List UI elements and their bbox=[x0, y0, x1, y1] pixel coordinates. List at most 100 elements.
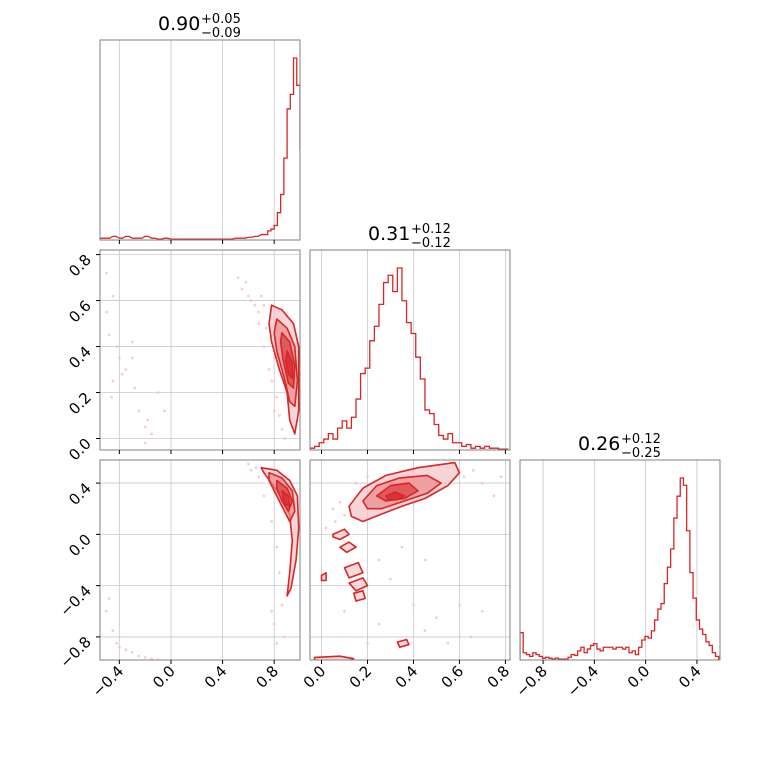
scatter-point bbox=[124, 368, 128, 371]
scatter-point bbox=[105, 310, 108, 314]
histogram-bin bbox=[597, 649, 600, 660]
scatter-point bbox=[249, 468, 253, 472]
histogram-bin bbox=[347, 428, 352, 450]
histogram-bin bbox=[635, 655, 638, 660]
histogram-bin bbox=[287, 109, 290, 240]
scatter-point bbox=[137, 409, 141, 413]
contour-island bbox=[343, 561, 364, 579]
title-param-0: 0.90 +0.05 −0.09 bbox=[158, 12, 241, 41]
scatter-point bbox=[110, 395, 114, 399]
x-tick-label: 0.6 bbox=[438, 662, 468, 692]
histogram-bin bbox=[642, 640, 645, 660]
scatter-point bbox=[111, 294, 115, 298]
scatter-point bbox=[272, 356, 276, 360]
histogram-bin bbox=[351, 417, 356, 450]
histogram-bin bbox=[443, 439, 448, 450]
histogram-bin bbox=[706, 642, 709, 660]
title-2-lower: −0.25 bbox=[621, 446, 661, 461]
histogram-bin bbox=[261, 235, 264, 240]
scatter-point bbox=[111, 629, 115, 632]
scatter-point bbox=[275, 395, 279, 399]
histogram-bin bbox=[453, 443, 458, 450]
contour-island bbox=[320, 572, 327, 582]
y-tick-label: 0.4 bbox=[65, 479, 95, 509]
scatter-point bbox=[270, 520, 274, 523]
scatter-point bbox=[471, 468, 475, 472]
histogram-bin bbox=[393, 292, 398, 450]
x-tick-label: −0.4 bbox=[564, 662, 602, 700]
y-tick-label: 0.6 bbox=[65, 297, 95, 327]
histogram-bin bbox=[430, 414, 435, 450]
axes-frame bbox=[99, 249, 301, 451]
x-tick-label: 0.2 bbox=[346, 662, 376, 692]
histogram-bin bbox=[683, 485, 686, 660]
histogram-bin bbox=[539, 656, 542, 660]
histogram-bin bbox=[439, 435, 444, 450]
histogram-bin bbox=[365, 368, 370, 450]
histogram-bin bbox=[648, 638, 651, 660]
contour-param-1-2-plot-area bbox=[310, 460, 510, 660]
histogram-step-line bbox=[310, 267, 509, 450]
scatter-point bbox=[492, 494, 496, 498]
histogram-bin bbox=[277, 213, 280, 240]
histogram-step-line bbox=[100, 57, 300, 240]
axes-frame bbox=[519, 459, 721, 661]
scatter-point bbox=[143, 441, 147, 445]
y-tick-label: −0.4 bbox=[56, 582, 94, 620]
histogram-param-0 bbox=[99, 39, 301, 244]
scatter-point bbox=[469, 635, 473, 639]
histogram-bin bbox=[677, 496, 680, 660]
scatter-point bbox=[343, 513, 346, 517]
scatter-point bbox=[257, 310, 261, 314]
contour-level-4 bbox=[281, 490, 291, 507]
x-tick-label: 0.0 bbox=[149, 662, 179, 692]
scatter-point bbox=[133, 386, 137, 390]
scatter-point bbox=[481, 481, 484, 485]
title-1-upper: +0.12 bbox=[411, 222, 451, 237]
histogram-bin bbox=[603, 647, 606, 660]
contour-param-0-2-plot-area bbox=[100, 460, 300, 660]
histogram-param-2: −0.8 −0.4 0.0 0.4 bbox=[512, 459, 721, 701]
histogram-bin bbox=[667, 567, 670, 660]
histogram-bin bbox=[281, 195, 284, 241]
histogram-bin bbox=[651, 631, 654, 660]
scatter-point bbox=[163, 409, 166, 413]
histogram-bin bbox=[338, 428, 343, 450]
histogram-bin bbox=[655, 620, 658, 660]
title-param-1: 0.31 +0.12 −0.12 bbox=[368, 222, 451, 251]
histogram-bin bbox=[462, 446, 467, 450]
x-tick-label: 0.4 bbox=[201, 662, 231, 692]
scatter-point bbox=[246, 294, 250, 298]
scatter-point bbox=[246, 462, 250, 466]
histogram-bin bbox=[578, 651, 581, 660]
histogram-bin bbox=[397, 268, 402, 450]
contour-island bbox=[332, 528, 350, 541]
scatter-point bbox=[262, 345, 266, 348]
scatter-point bbox=[481, 609, 484, 613]
title-2-median: 0.26 bbox=[578, 433, 620, 455]
scatter-point bbox=[253, 303, 257, 307]
x-tick-label: 0.4 bbox=[392, 662, 422, 692]
scatter-point bbox=[331, 507, 335, 511]
x-tick-label: −0.4 bbox=[89, 662, 127, 700]
contour-param-0-1: 0.0 0.2 0.4 0.6 0.8 bbox=[65, 249, 301, 464]
title-2-upper: +0.12 bbox=[621, 432, 661, 447]
histogram-bin bbox=[457, 443, 462, 450]
histogram-bin bbox=[476, 446, 481, 450]
contour-param-1-2: 0.0 0.2 0.4 0.6 0.8 bbox=[300, 459, 513, 692]
scatter-point bbox=[150, 657, 154, 660]
histogram-bin bbox=[319, 443, 324, 450]
title-0-lower: −0.09 bbox=[201, 26, 241, 41]
scatter-point bbox=[143, 425, 147, 429]
histogram-bin bbox=[294, 58, 297, 240]
histogram-bin bbox=[485, 446, 490, 450]
scatter-point bbox=[267, 368, 271, 371]
histogram-bin bbox=[658, 609, 661, 660]
histogram-bin bbox=[674, 518, 677, 660]
histogram-bin bbox=[687, 531, 690, 660]
scatter-point bbox=[265, 326, 268, 330]
histogram-bin bbox=[581, 647, 584, 660]
scatter-point bbox=[105, 609, 108, 613]
scatter-point bbox=[156, 391, 160, 394]
scatter-point bbox=[257, 475, 261, 479]
